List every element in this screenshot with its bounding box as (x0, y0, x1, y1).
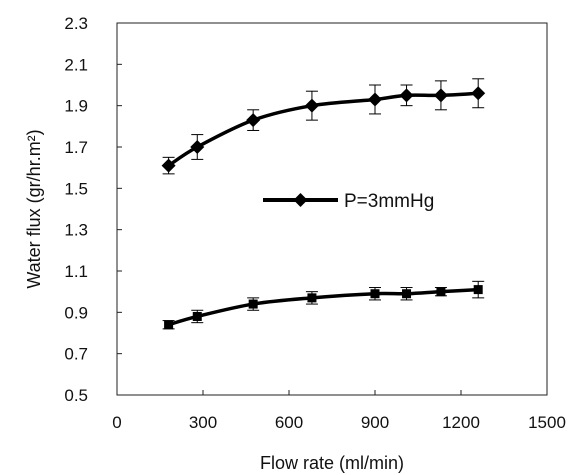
y-tick-label: 2.1 (64, 55, 88, 74)
data-point (307, 293, 317, 303)
series-layer (161, 78, 486, 330)
data-point (248, 299, 258, 309)
x-tick-label: 300 (189, 413, 217, 432)
y-tick-label: 0.7 (64, 345, 88, 364)
x-tick-label: 600 (275, 413, 303, 432)
data-point (164, 320, 174, 330)
plot-area-frame (116, 22, 548, 396)
x-axis-title: Flow rate (ml/min) (260, 453, 404, 473)
y-axis-ticks: 0.5 0.7 0.9 1.1 1.3 1.5 1.7 1.9 2.1 2.3 (64, 14, 122, 405)
x-tick-label: 0 (112, 413, 121, 432)
data-point (368, 92, 382, 107)
y-tick-label: 0.9 (64, 303, 88, 322)
y-tick-label: 1.9 (64, 97, 88, 116)
legend: P=3mmHg (263, 191, 434, 212)
y-axis-title: Water flux (gr/hr.m²) (24, 129, 44, 288)
data-point (246, 113, 261, 128)
y-tick-label: 0.5 (64, 386, 88, 405)
y-tick-label: 1.1 (64, 262, 88, 281)
data-point (161, 158, 176, 173)
x-tick-label: 900 (361, 413, 389, 432)
data-point (370, 289, 380, 299)
x-tick-label: 1200 (442, 413, 480, 432)
series-1 (162, 280, 485, 330)
data-point (190, 140, 205, 154)
data-point (304, 98, 319, 113)
y-tick-label: 2.3 (64, 14, 88, 33)
series-0 (161, 78, 486, 175)
x-axis-ticks: 0 300 600 900 1200 1500 (112, 390, 566, 432)
y-tick-label: 1.3 (64, 221, 88, 240)
y-tick-label: 1.5 (64, 179, 88, 198)
legend-label: P=3mmHg (344, 191, 434, 212)
data-point (192, 311, 202, 321)
data-point (436, 287, 446, 297)
data-point (473, 285, 483, 295)
data-point (433, 88, 448, 103)
series-line (168, 287, 479, 327)
data-point (471, 86, 486, 101)
x-tick-label: 1500 (528, 413, 566, 432)
data-point (399, 88, 414, 103)
y-tick-label: 1.7 (64, 138, 88, 157)
legend-marker (293, 193, 308, 207)
data-point (402, 289, 412, 299)
series-line (167, 91, 479, 168)
